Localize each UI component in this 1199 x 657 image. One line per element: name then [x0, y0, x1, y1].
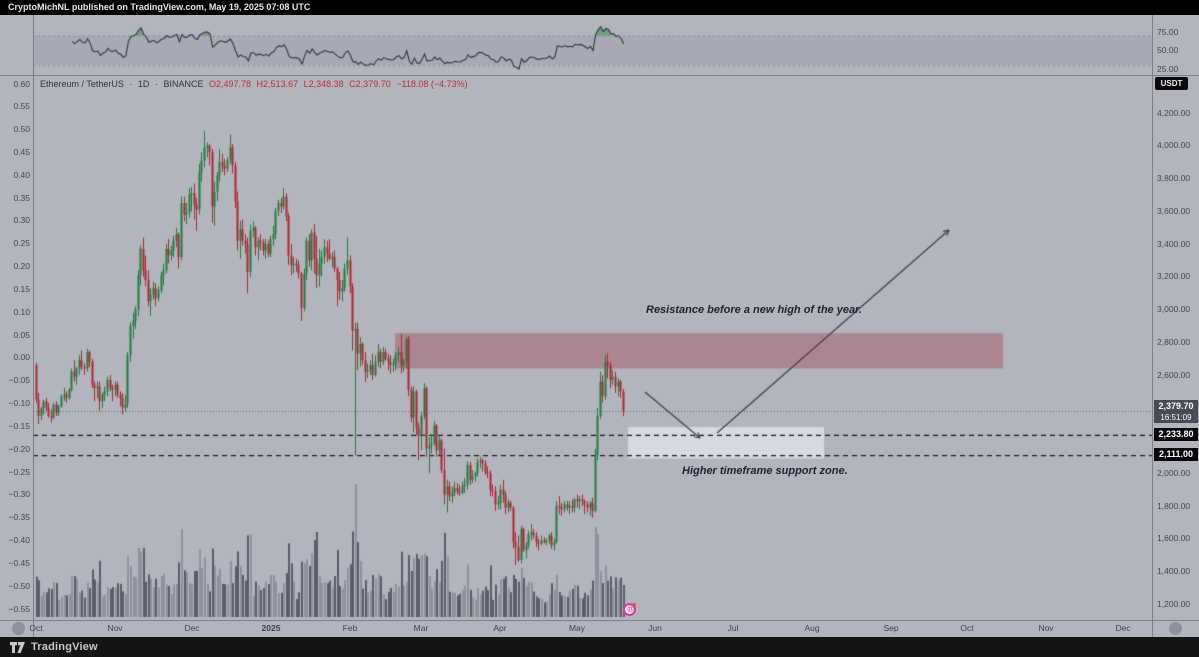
- right-scale-tick: 3,400.00: [1157, 238, 1191, 249]
- interval-label[interactable]: 1D: [137, 79, 150, 89]
- time-axis-label: Apr: [493, 623, 507, 633]
- time-axis-label: Aug: [804, 623, 820, 633]
- bar-countdown: 16:51:09: [1160, 413, 1192, 422]
- right-scale-tick: 2,600.00: [1157, 369, 1191, 380]
- right-scale-tick: 1,600.00: [1157, 533, 1191, 544]
- time-axis-label: Nov: [107, 623, 123, 633]
- time-axis-label: May: [568, 623, 586, 633]
- time-axis-label: 2025: [261, 623, 281, 633]
- time-axis-label: Jul: [727, 623, 739, 633]
- current-price-value: 2,379.70: [1158, 401, 1194, 411]
- ohlc-high: H2,513.67: [256, 79, 299, 89]
- right-scale-tick: 3,600.00: [1157, 205, 1191, 216]
- ohlc-open: O2,497.78: [208, 79, 252, 89]
- legend-separator: ·: [154, 79, 158, 89]
- tradingview-logo-icon[interactable]: [10, 641, 25, 653]
- left-scale-reset-button[interactable]: [12, 622, 25, 635]
- time-axis-label: Nov: [1038, 623, 1054, 633]
- right-scale-tick: 4,200.00: [1157, 107, 1191, 118]
- left-scale-tick: 0.25: [13, 238, 30, 249]
- left-scale-tick: 0.60: [13, 78, 30, 89]
- tradingview-logo-text[interactable]: TradingView: [31, 641, 98, 653]
- left-scale-tick: 0.50: [13, 124, 30, 135]
- support-annotation[interactable]: Higher timeframe support zone.: [682, 465, 848, 477]
- left-scale-tick: 0.10: [13, 306, 30, 317]
- resistance-annotation[interactable]: Resistance before a new high of the year…: [646, 304, 862, 316]
- rsi-scale-tick: 25.00: [1157, 63, 1179, 74]
- rsi-scale-tick: 75.00: [1157, 26, 1179, 37]
- left-scale-tick: −0.25: [8, 466, 30, 477]
- rsi-scale-tick: 50.00: [1157, 45, 1179, 55]
- left-scale-tick: −0.50: [8, 580, 30, 591]
- right-scale-tick: 1,200.00: [1157, 598, 1191, 609]
- level-price-label: 2,111.00: [1154, 448, 1198, 461]
- time-axis-label: Jun: [648, 623, 662, 633]
- emoji-marker[interactable]: @: [623, 603, 636, 616]
- time-axis-label: Oct: [960, 623, 974, 633]
- left-scale-tick: −0.05: [8, 375, 30, 386]
- left-scale-tick: −0.10: [8, 398, 30, 409]
- price-unit-badge: USDT: [1155, 77, 1188, 90]
- swirl-glyph: @: [627, 606, 635, 613]
- left-scale-tick: 0.30: [13, 215, 30, 226]
- left-scale-tick: −0.45: [8, 557, 30, 568]
- time-axis-label: Mar: [413, 623, 429, 633]
- right-scale-tick: 2,800.00: [1157, 336, 1191, 347]
- left-scale-tick: 0.40: [13, 169, 30, 180]
- time-axis-label: Dec: [184, 623, 200, 633]
- right-scale-tick: 1,800.00: [1157, 500, 1191, 511]
- legend-separator: ·: [129, 79, 133, 89]
- right-scale-tick: 1,400.00: [1157, 566, 1191, 576]
- level-price-label: 2,233.80: [1154, 428, 1198, 441]
- rsi-pane-separator: [0, 75, 1199, 76]
- right-scale-tick: 3,200.00: [1157, 271, 1191, 282]
- time-axis-label: Dec: [1115, 623, 1131, 633]
- left-scale-tick: −0.15: [8, 420, 30, 431]
- right-scale-border: [1152, 15, 1153, 637]
- left-scale-tick: 0.15: [13, 283, 30, 294]
- right-price-scale[interactable]: [1153, 15, 1199, 620]
- ohlc-close: C2,379.70: [349, 79, 391, 89]
- time-axis-border: [0, 620, 1199, 621]
- left-scale-tick: 0.20: [13, 261, 30, 272]
- left-scale-tick: 0.00: [13, 352, 30, 363]
- right-scale-tick: 3,800.00: [1157, 173, 1191, 183]
- left-scale-border: [33, 15, 34, 637]
- exchange-label: BINANCE: [163, 79, 204, 89]
- left-scale-tick: −0.35: [8, 512, 30, 523]
- left-scale-tick: 0.05: [13, 329, 30, 340]
- left-scale-tick: 0.45: [13, 146, 30, 157]
- marker-dot: [632, 603, 636, 607]
- right-scale-tick: 4,000.00: [1157, 140, 1191, 151]
- current-price-label: 2,379.70 16:51:09: [1154, 400, 1198, 423]
- right-scale-tick: 3,000.00: [1157, 304, 1191, 314]
- footer-bar: TradingView: [0, 637, 1199, 657]
- right-scale-tick: 2,000.00: [1157, 467, 1191, 478]
- ohlc-change: −118.08 (−4.73%): [396, 79, 468, 89]
- symbol-name[interactable]: Ethereum / TetherUS: [40, 79, 124, 89]
- left-scale-tick: −0.55: [8, 603, 30, 614]
- time-axis-label: Feb: [342, 623, 358, 633]
- right-scale-reset-button[interactable]: [1169, 622, 1182, 635]
- ohlc-low: L2,348.38: [303, 79, 344, 89]
- time-axis-label: Oct: [29, 623, 43, 633]
- left-scale-tick: −0.20: [8, 443, 30, 454]
- time-axis-label: Sep: [883, 623, 899, 633]
- symbol-legend: Ethereum / TetherUS · 1D · BINANCE O2,49…: [40, 79, 471, 89]
- left-scale-tick: 0.55: [13, 101, 30, 112]
- left-scale-tick: 0.35: [13, 192, 30, 203]
- left-scale-tick: −0.30: [8, 489, 30, 500]
- left-scale-tick: −0.40: [8, 535, 30, 546]
